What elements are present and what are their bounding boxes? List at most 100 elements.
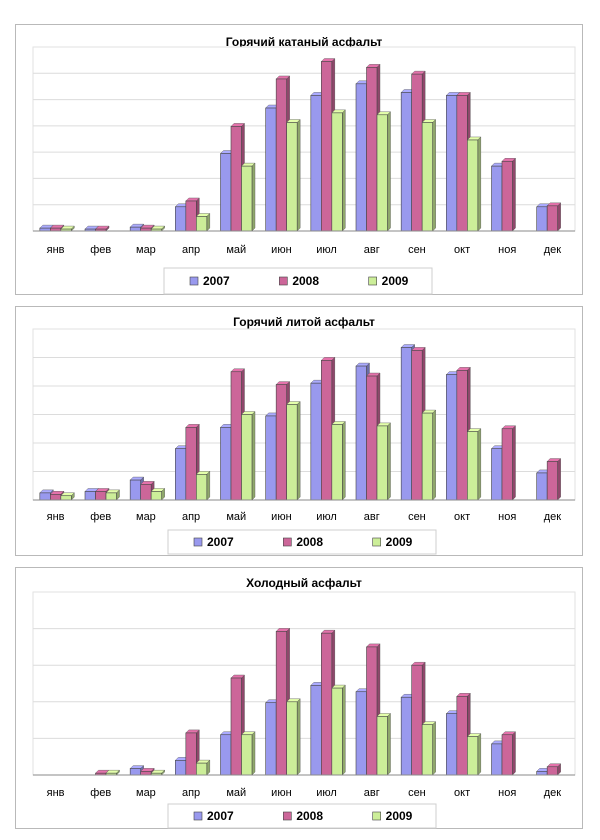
bar-side [387,111,391,232]
bar-мар-2009 [150,769,166,776]
bar-side [432,721,436,776]
bar-face [220,734,232,776]
bar-face [220,427,232,501]
bar-face [456,696,468,776]
bar-face [39,492,51,501]
bar-ноя-2008 [501,157,516,232]
x-tick-label: ноя [498,787,516,799]
x-tick-label: сен [408,244,426,256]
legend-label-2008: 2008 [296,809,323,823]
bar-face [185,427,197,501]
bar-окт-2009 [466,136,482,232]
bar-июн-2009 [286,401,301,501]
legend-label-2007: 2007 [203,274,230,288]
x-tick-label: фев [90,511,111,523]
bar-сен-2009 [421,119,437,232]
bar-face [196,216,208,232]
legend: 2007 2008 2009 [167,803,437,829]
bar-дек-2008 [546,202,562,232]
bar-face [546,205,558,232]
bar-side [251,411,256,501]
bar-face [241,734,253,776]
legend: 2007 2008 2009 [167,529,437,555]
bar-апр-2009 [195,212,211,232]
x-tick-label: июн [271,244,291,256]
bar-июн-2009 [286,119,301,232]
bar-side [512,157,516,232]
bar-face [129,226,141,232]
bar-face [400,92,412,232]
x-tick-label: авг [364,787,380,799]
bar-face [265,702,277,776]
bar-face [265,107,277,232]
bar-side [477,733,482,776]
x-tick-label: сен [408,787,426,799]
bar-face [196,474,208,501]
legend-swatch-2009 [372,811,381,821]
bar-face [60,495,72,501]
chart-title: Холодный асфальт [246,576,362,590]
bar-июл-2009 [331,109,346,232]
x-tick-label: июл [316,511,337,523]
bar-face [265,415,277,501]
bar-face [446,374,458,501]
bar-face [411,73,423,232]
x-tick-label: июн [271,511,291,523]
bar-окт-2009 [466,428,482,501]
bar-face [421,724,433,776]
x-tick-label: июн [271,787,291,799]
bar-face [467,139,479,232]
legend-label-2009: 2009 [382,274,409,288]
bar-side [251,162,256,232]
bar-face [129,768,141,776]
x-tick-label: янв [47,244,65,256]
bar-face [446,713,458,776]
legend-label-2008: 2008 [296,535,323,549]
bar-face [421,122,433,232]
bar-face [536,206,548,232]
bar-face [376,425,388,501]
bar-face [411,664,423,776]
bar-авг-2009 [376,422,391,501]
bar-face [310,95,322,232]
bar-face [501,734,513,776]
x-tick-label: апр [182,511,200,523]
bar-face [411,350,423,501]
bar-side [432,119,436,232]
legend-swatch-2008 [279,276,288,286]
bar-face [140,771,152,776]
bar-face [366,375,378,501]
bar-face [286,701,298,776]
bar-side [296,119,301,232]
bar-face [456,370,468,501]
bar-face [220,153,232,232]
x-tick-label: янв [47,787,65,799]
bar-июн-2009 [286,698,301,776]
legend-label-2007: 2007 [207,535,234,549]
chart-hot-cast-asphalt: Горячий литой асфальт янв фев мар апр май июн и… [32,315,576,555]
x-tick-label: сен [408,511,426,523]
bar-ноя-2008 [501,425,516,501]
x-tick-label: окт [454,244,470,256]
bar-face [95,491,107,501]
bar-апр-2009 [195,470,211,501]
bar-face [456,95,468,232]
bar-side [251,731,256,776]
bar-side [342,420,346,501]
legend-swatch-2008 [283,811,292,821]
bar-face [321,632,333,776]
legend-label-2007: 2007 [207,809,234,823]
bar-май-2009 [241,731,256,776]
bar-face [536,472,548,501]
x-tick-label: май [226,511,246,523]
bar-мар-2009 [150,225,166,232]
legend-label-2009: 2009 [386,535,413,549]
bar-side [477,428,482,501]
bar-июл-2009 [331,420,346,501]
bar-face [536,771,548,776]
x-tick-label: июл [316,244,337,256]
bar-фев-2008 [95,225,110,232]
x-tick-label: май [226,244,246,256]
x-tick-label: мар [136,511,156,523]
